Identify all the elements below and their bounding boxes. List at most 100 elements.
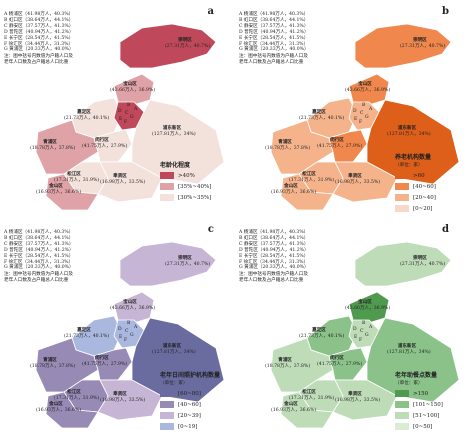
district-name: 嘉定区 bbox=[77, 110, 91, 115]
district-label: 宝山区 (43.66万人，36.9%) bbox=[345, 300, 391, 311]
district-label: 奉贤区 (16.98万人，33.5%) bbox=[100, 392, 145, 403]
central-letter-d: D bbox=[353, 108, 357, 114]
district-name: 嘉定区 bbox=[312, 328, 326, 333]
district-label: 崇明区 (27.31万人，40.7%) bbox=[400, 256, 446, 267]
central-letter-g: G bbox=[365, 114, 369, 120]
district-name: 崇明区 bbox=[178, 38, 192, 43]
district-stats: (41.75万人，27.9%) bbox=[317, 361, 363, 367]
district-label: 金山区 (16.93万人，36.6%) bbox=[36, 184, 82, 195]
central-district-list: A 杨浦区（41.98万人，40.3%） B 虹口区（38.64万人，44.1%）… bbox=[239, 12, 309, 66]
district-stats: (27.31万人，40.7%) bbox=[400, 261, 446, 267]
district-name: 嘉定区 bbox=[77, 328, 91, 333]
central-letter-b: B bbox=[127, 102, 131, 108]
legend-label: [0~20] bbox=[413, 205, 433, 212]
district-stats: (18.78万人，37.8%) bbox=[30, 145, 76, 151]
district-stats: (18.78万人，37.8%) bbox=[265, 363, 311, 369]
district-stats: (17.31万人，31.9%) bbox=[289, 177, 335, 183]
legend-item: [30%~35%] bbox=[160, 192, 211, 203]
district-stats: (41.75万人，27.9%) bbox=[317, 143, 363, 149]
minhang-district bbox=[93, 129, 133, 163]
minhang-district bbox=[328, 129, 368, 163]
central-letter-c: C bbox=[360, 110, 364, 116]
legend-swatch bbox=[395, 423, 409, 430]
legend-unit: （单位：家） bbox=[160, 381, 188, 386]
district-list-item: A 杨浦区（41.98万人，40.3%） bbox=[239, 230, 309, 235]
legend-item: >60 bbox=[395, 170, 436, 181]
district-list-item: B 虹口区（38.64万人，44.1%） bbox=[239, 235, 309, 241]
district-label: 奉贤区 (16.98万人，33.5%) bbox=[100, 174, 145, 185]
jinshan-district bbox=[45, 391, 99, 429]
district-label: 金山区 (16.93万人，36.6%) bbox=[36, 402, 81, 413]
legend-label: [40~60] bbox=[178, 401, 201, 408]
central-letter-d: D bbox=[353, 326, 357, 332]
central-letter-e: E bbox=[354, 116, 357, 122]
district-name: 奉贤区 bbox=[113, 392, 127, 397]
district-stats: (16.93万人，36.6%) bbox=[36, 189, 82, 195]
district-name: 松江区 bbox=[302, 390, 316, 395]
central-letter-a: A bbox=[133, 106, 138, 112]
panel-letter: b bbox=[442, 6, 449, 17]
district-label: 闵行区 (41.75万人，27.9%) bbox=[317, 138, 363, 149]
central-letter-e: E bbox=[119, 116, 122, 122]
district-label: 奉贤区 (16.98万人，33.5%) bbox=[335, 174, 380, 185]
district-name: 闵行区 bbox=[330, 356, 344, 361]
district-list-item: B 虹口区（38.64万人，44.1%） bbox=[239, 17, 309, 23]
district-label: 崇明区 (27.31万人，40.7%) bbox=[165, 38, 211, 49]
district-list-item: G 黄浦区（20.33万人，40.0%） bbox=[239, 47, 309, 53]
district-list-item: C 静安区（37.57万人，41.3%） bbox=[239, 23, 309, 29]
district-label: 崇明区 (27.31万人，40.7%) bbox=[165, 256, 210, 267]
district-list-item: D 普陀区（40.94万人，41.2%） bbox=[239, 29, 309, 35]
legend-item: [0~50] bbox=[395, 421, 443, 432]
district-stats: (127.81万人，34%) bbox=[152, 349, 196, 355]
district-stats: (43.66万人，36.9%) bbox=[345, 305, 391, 311]
chongming-district bbox=[354, 241, 452, 287]
district-list-item: G 黄浦区（20.33万人，40.0%） bbox=[239, 265, 309, 271]
panel-letter: d bbox=[442, 224, 449, 235]
legend-swatch bbox=[395, 390, 409, 397]
central-district-list: A 杨浦区（41.98万人，40.3%） B 虹口区（38.64万人，44.1%）… bbox=[4, 230, 74, 284]
district-label: 闵行区 (41.75万人，27.9%) bbox=[82, 138, 128, 149]
district-name: 奉贤区 bbox=[348, 392, 362, 397]
district-list-item: F 徐汇区（34.44万人，31.3%） bbox=[239, 41, 309, 47]
district-stats: (21.73万人，40.1%) bbox=[299, 115, 345, 121]
district-stats: (27.31万人，40.7%) bbox=[165, 43, 211, 49]
district-stats: (27.31万人，40.7%) bbox=[400, 43, 446, 49]
district-stats: (41.75万人，27.9%) bbox=[82, 143, 128, 149]
district-list-item: C 静安区（37.57万人，41.3%） bbox=[4, 23, 74, 29]
district-label: 金山区 (16.93万人，36.6%) bbox=[271, 184, 316, 195]
legend-label: [30%~35%] bbox=[178, 194, 212, 201]
pudong-district bbox=[131, 99, 225, 185]
fengxian-district bbox=[97, 161, 163, 203]
district-name: 金山区 bbox=[49, 184, 63, 189]
legend-label: [20~40] bbox=[413, 194, 436, 201]
legend-label: [101~150] bbox=[413, 401, 443, 408]
district-list-item: A 杨浦区（41.98万人，40.3%） bbox=[4, 230, 74, 235]
district-label: 浦东新区 (127.81万人，34%) bbox=[152, 126, 196, 137]
district-name: 松江区 bbox=[302, 172, 316, 177]
qingpu-district bbox=[35, 119, 99, 175]
district-stats: (41.75万人，27.9%) bbox=[82, 361, 128, 367]
district-stats: (127.81万人，34%) bbox=[387, 349, 431, 355]
district-label: 松江区 (17.31万人，31.9%) bbox=[54, 390, 99, 401]
district-stats: (18.78万人，37.8%) bbox=[265, 145, 311, 151]
district-label: 宝山区 (43.66万人，36.9%) bbox=[110, 82, 155, 93]
fengxian-district bbox=[332, 379, 398, 421]
legend-label: >60 bbox=[413, 172, 425, 179]
legend-swatch bbox=[160, 172, 174, 179]
district-name: 青浦区 bbox=[278, 140, 292, 145]
legend-item: [20~39] bbox=[160, 410, 220, 421]
jinshan-district bbox=[280, 391, 334, 429]
legend-item: [0~20] bbox=[395, 203, 436, 214]
district-stats: (43.66万人，36.9%) bbox=[345, 87, 391, 93]
district-stats: (21.73万人，40.1%) bbox=[64, 115, 110, 121]
district-name: 嘉定区 bbox=[312, 110, 326, 115]
district-stats: (16.98万人，33.5%) bbox=[335, 397, 381, 403]
district-name: 宝山区 bbox=[358, 300, 372, 305]
district-name: 浦东新区 bbox=[397, 126, 417, 131]
district-name: 宝山区 bbox=[123, 300, 137, 305]
district-stats: (21.73万人，40.1%) bbox=[64, 333, 110, 339]
map-legend: 老年助餐点数量 （单位：家） >150 [101~150] [51~100] [0~50] bbox=[395, 370, 443, 432]
district-list-item: B 虹口区（38.64万人，44.1%） bbox=[4, 17, 74, 23]
